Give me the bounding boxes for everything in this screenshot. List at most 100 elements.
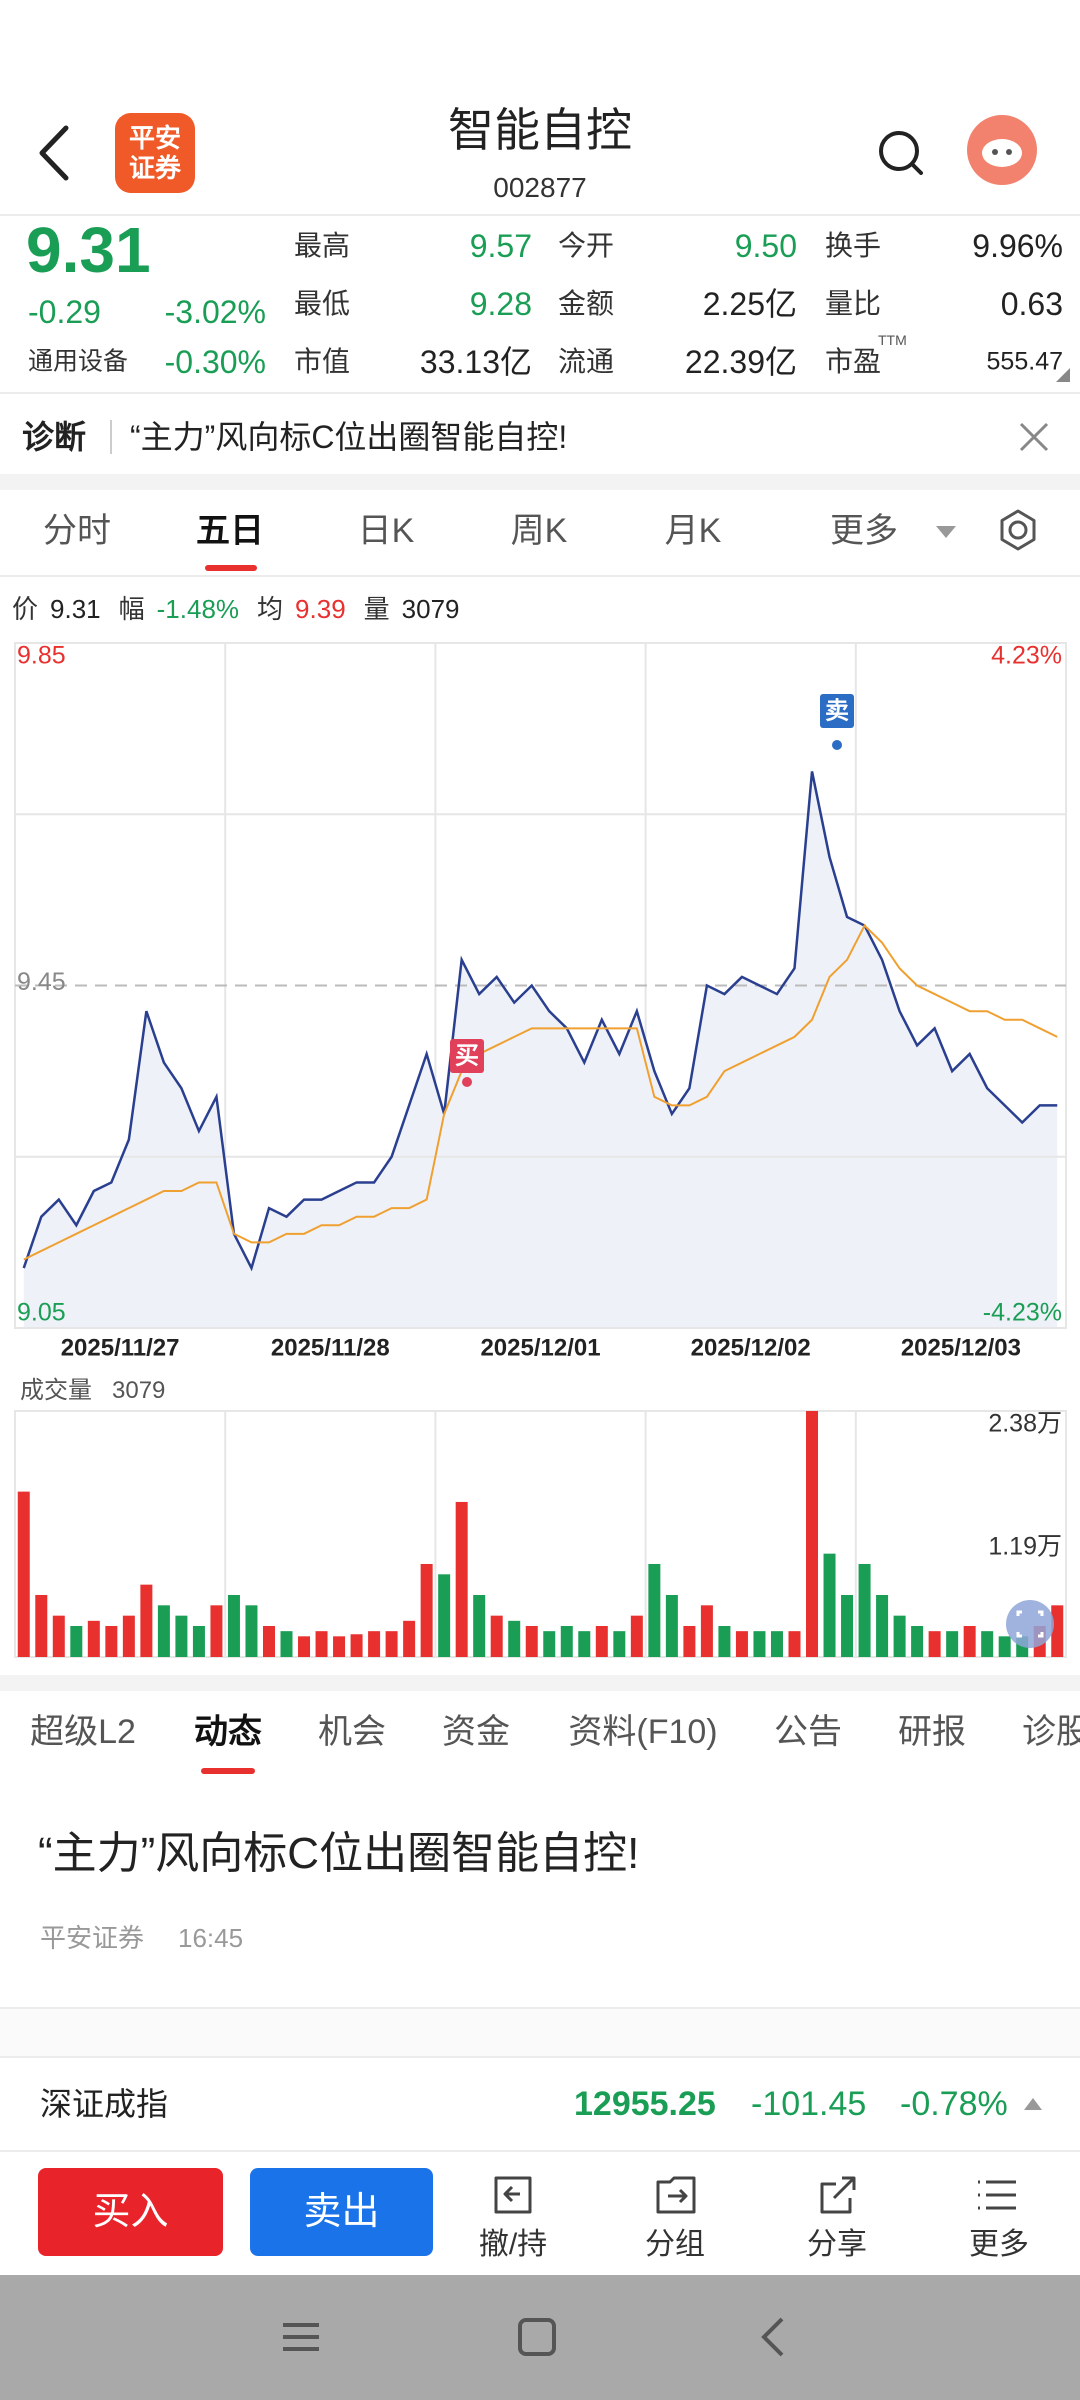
diagnosis-text[interactable]: “主力”风向标C位出圈智能自控! — [130, 419, 568, 455]
index-name[interactable]: 深证成指 — [40, 2086, 169, 2122]
volume-bar — [998, 1636, 1011, 1657]
toolbar-action[interactable]: 分组 — [645, 2228, 705, 2261]
info-label: 量 — [363, 594, 390, 624]
volume-bar — [262, 1625, 275, 1657]
volume-bar — [438, 1574, 451, 1657]
index-change: -101.45 — [751, 2085, 867, 2123]
volume-bar — [648, 1563, 661, 1657]
detail-tab[interactable]: 动态 — [194, 1713, 262, 1751]
sector-change: -0.30% — [164, 344, 266, 380]
volume-bar — [963, 1625, 976, 1657]
menu-key[interactable] — [283, 2323, 319, 2351]
volume-bar — [368, 1631, 381, 1657]
stat-value: 22.39亿 — [684, 344, 797, 380]
navigation-icons — [283, 2317, 784, 2357]
y-tick-label: 9.05 — [17, 1299, 66, 1327]
volume-bar — [928, 1631, 941, 1657]
dropdown-arrow[interactable] — [934, 524, 958, 540]
share-icon — [820, 2176, 856, 2214]
avatar[interactable] — [965, 113, 1039, 187]
volume-bar — [210, 1605, 223, 1657]
detail-tab[interactable]: 机会 — [318, 1713, 386, 1751]
expand-corner[interactable] — [1056, 368, 1070, 382]
toolbar-action[interactable]: 分享 — [807, 2228, 867, 2261]
toolbar-action[interactable]: 更多 — [969, 2228, 1029, 2261]
volume-bar — [1051, 1605, 1064, 1657]
sell-button[interactable]: 卖出 — [250, 2168, 433, 2256]
volume-bar — [806, 1411, 819, 1657]
back-key[interactable] — [761, 2317, 784, 2357]
back-button[interactable] — [30, 120, 80, 186]
detail-tab[interactable]: 超级L2 — [30, 1713, 136, 1751]
volume-bar — [333, 1636, 346, 1657]
stat-label: 最高 — [294, 230, 351, 261]
info-value: -1.48% — [156, 594, 240, 624]
volume-bar — [315, 1631, 328, 1657]
detail-tab[interactable]: 诊股 — [1022, 1713, 1080, 1751]
volume-bar — [140, 1584, 153, 1657]
crosshair-info: 价 9.31 幅 -1.48% 均 9.39 量 3079 — [12, 596, 460, 622]
sector-name[interactable]: 通用设备 — [28, 347, 129, 376]
stat-label: 金额 — [558, 288, 615, 319]
expand-arrow[interactable] — [1022, 2096, 1044, 2112]
period-tab[interactable]: 月K — [664, 512, 722, 550]
search-button[interactable] — [876, 128, 926, 178]
volume-bar — [981, 1631, 994, 1657]
stat-label: 最低 — [294, 288, 351, 319]
volume-bar — [665, 1594, 678, 1657]
volume-bar — [841, 1594, 854, 1657]
fullscreen-button[interactable] — [1006, 1600, 1054, 1648]
broker-logo[interactable]: 平安 证券 — [115, 113, 195, 193]
stat-label: 换手 — [825, 230, 882, 261]
volume-tick-label: 1.19万 — [988, 1533, 1062, 1561]
period-tab[interactable]: 周K — [510, 512, 568, 550]
volume-bar — [613, 1631, 626, 1657]
buy-button[interactable]: 买入 — [38, 2168, 223, 2256]
settings-button[interactable] — [996, 508, 1040, 552]
info-label: 幅 — [118, 594, 145, 624]
volume-bar — [35, 1594, 48, 1657]
detail-tab[interactable]: 资料(F10) — [568, 1713, 718, 1751]
period-tab[interactable]: 五日 — [196, 512, 264, 550]
detail-tab[interactable]: 公告 — [774, 1713, 842, 1751]
info-value: 9.39 — [295, 594, 346, 624]
volume-bar — [525, 1625, 538, 1657]
stat-value: 555.47 — [986, 347, 1063, 376]
more-icon — [978, 2180, 1016, 2210]
stat-label: 流通 — [558, 346, 615, 377]
active-tab-indicator — [205, 565, 257, 571]
price-change: -0.29 — [28, 294, 101, 330]
detail-tab[interactable]: 资金 — [442, 1713, 510, 1751]
stock-code: 002877 — [493, 172, 587, 203]
news-title[interactable]: “主力”风向标C位出圈智能自控! — [38, 1829, 640, 1878]
x-tick-label: 2025/12/01 — [480, 1334, 600, 1361]
divider — [0, 392, 1080, 394]
close-button[interactable] — [1018, 421, 1050, 453]
volume-bar — [770, 1631, 783, 1657]
detail-tab[interactable]: 研报 — [898, 1713, 966, 1751]
volume-bar — [630, 1615, 643, 1657]
period-tab[interactable]: 分时 — [43, 512, 111, 550]
logo-text: 平安 — [128, 123, 181, 153]
toolbar-action[interactable]: 撤/持 — [478, 2228, 548, 2261]
volume-bar — [298, 1636, 311, 1657]
stat-label: 今开 — [558, 230, 615, 261]
average-line — [23, 923, 1058, 1261]
volume-title: 成交量 — [20, 1377, 92, 1404]
volume-bar — [753, 1631, 766, 1657]
volume-bar — [823, 1553, 836, 1657]
last-price: 9.31 — [26, 214, 151, 286]
trade-dot — [832, 740, 842, 750]
period-tab[interactable]: 更多 — [830, 512, 898, 550]
info-label: 价 — [12, 594, 39, 624]
stat-value: 33.13亿 — [419, 344, 532, 380]
y2-tick-label: 4.23% — [991, 642, 1062, 670]
gap — [0, 2009, 1080, 2056]
group-icon — [656, 2176, 696, 2214]
stock-name: 智能自控 — [448, 104, 632, 156]
divider — [0, 2056, 1080, 2058]
home-key[interactable] — [518, 2318, 556, 2356]
divider — [0, 575, 1080, 577]
period-tab[interactable]: 日K — [357, 512, 415, 550]
plot-frame — [14, 1410, 1067, 1658]
